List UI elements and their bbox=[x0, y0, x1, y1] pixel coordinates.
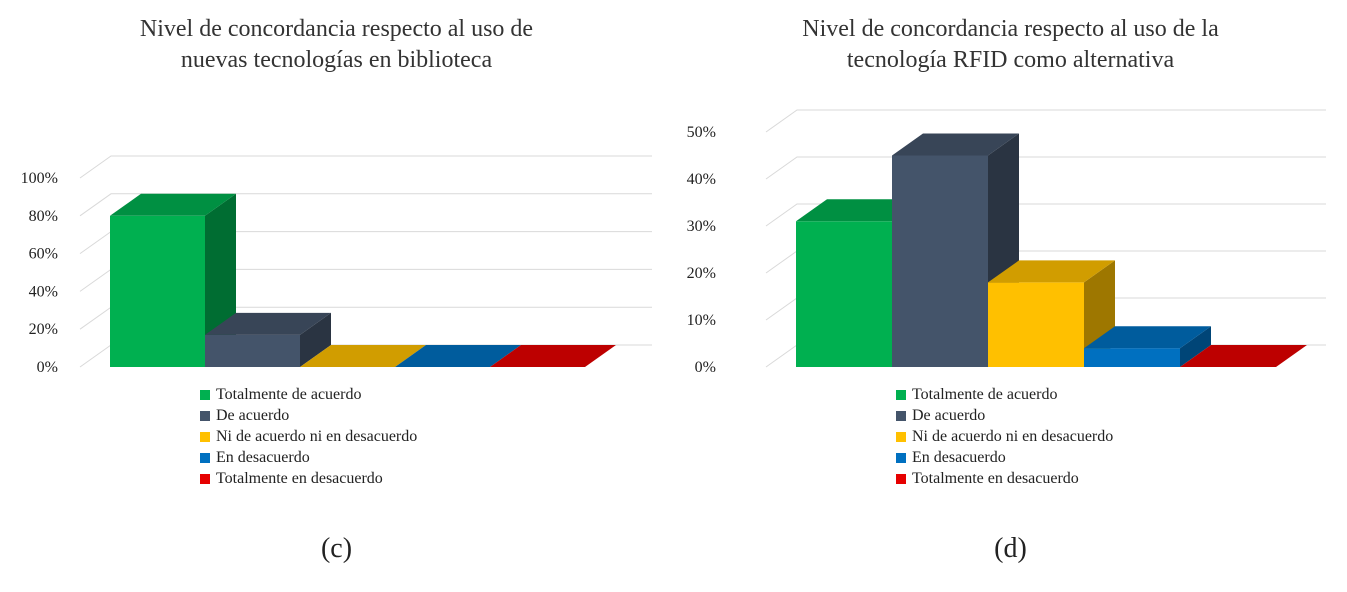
gridline bbox=[79, 155, 652, 179]
legend-item: En desacuerdo bbox=[200, 447, 417, 468]
bar-top bbox=[1180, 345, 1307, 367]
bar-top bbox=[988, 260, 1115, 283]
bars bbox=[796, 133, 1307, 367]
legend-label: Totalmente en desacuerdo bbox=[912, 470, 1079, 487]
bar bbox=[1084, 326, 1211, 367]
legend-item: Ni de acuerdo ni en desacuerdo bbox=[896, 426, 1113, 447]
legend-swatch bbox=[896, 389, 906, 400]
legend-item: Ni de acuerdo ni en desacuerdo bbox=[200, 426, 417, 447]
bar-front bbox=[796, 221, 892, 367]
bar-top bbox=[395, 345, 521, 367]
legend-item: De acuerdo bbox=[200, 405, 417, 426]
bar-top bbox=[892, 133, 1019, 156]
legend-swatch bbox=[896, 452, 906, 463]
chart-title-line-1: Nivel de concordancia respecto al uso de bbox=[139, 16, 534, 42]
legend-label: Totalmente de acuerdo bbox=[216, 386, 362, 403]
legend-label: En desacuerdo bbox=[216, 449, 310, 466]
y-tick-label: 20% bbox=[687, 265, 716, 282]
bar-top bbox=[300, 345, 426, 367]
legend-label: De acuerdo bbox=[912, 407, 986, 424]
chart-title: Nivel de concordancia respecto al uso de… bbox=[0, 14, 673, 76]
legend-swatch bbox=[200, 389, 210, 400]
bar-front bbox=[110, 215, 205, 367]
bar-top bbox=[490, 345, 616, 367]
gridline bbox=[765, 156, 1326, 180]
legend-label: Ni de acuerdo ni en desacuerdo bbox=[216, 428, 418, 445]
y-axis-ticks: 0% 20% 40% 60% 80% 100% bbox=[21, 170, 58, 376]
chart-panel-d: Nivel de concordancia respecto al uso de… bbox=[674, 0, 1347, 592]
legend-item: Totalmente de acuerdo bbox=[896, 384, 1113, 405]
bar-top bbox=[796, 199, 923, 222]
legend-item: De acuerdo bbox=[896, 405, 1113, 426]
legend-item: Totalmente de acuerdo bbox=[200, 384, 417, 405]
bar-front bbox=[205, 334, 300, 367]
y-tick-label: 0% bbox=[695, 359, 716, 376]
legend-item: Totalmente en desacuerdo bbox=[896, 468, 1113, 489]
chart-title-line-1: Nivel de concordancia respecto al uso de… bbox=[802, 16, 1219, 42]
y-tick-label: 40% bbox=[29, 283, 58, 300]
bar-chart-3d: 0% 10% 20% 30% 40% 50% bbox=[687, 109, 1326, 376]
y-tick-label: 10% bbox=[687, 312, 716, 329]
y-tick-label: 80% bbox=[29, 208, 58, 225]
gridline bbox=[765, 109, 1326, 133]
chart-title: Nivel de concordancia respecto al uso de… bbox=[674, 14, 1347, 76]
legend-swatch bbox=[896, 473, 906, 484]
y-tick-label: 40% bbox=[687, 171, 716, 188]
y-tick-label: 60% bbox=[29, 246, 58, 263]
y-tick-label: 100% bbox=[21, 170, 58, 187]
panel-caption: (d) bbox=[994, 533, 1027, 564]
legend-label: Ni de acuerdo ni en desacuerdo bbox=[912, 428, 1114, 445]
legend-swatch bbox=[896, 431, 906, 442]
bar-top bbox=[110, 193, 236, 216]
chart-title-line-2: nuevas tecnologías en biblioteca bbox=[180, 47, 493, 73]
legend-swatch bbox=[200, 410, 210, 421]
legend-label: Totalmente de acuerdo bbox=[912, 386, 1058, 403]
bar bbox=[205, 312, 331, 367]
chart-panel-c: Nivel de concordancia respecto al uso de… bbox=[0, 0, 673, 592]
bar-front bbox=[988, 282, 1084, 367]
bar bbox=[1180, 345, 1307, 367]
gridline bbox=[765, 203, 1326, 227]
bar bbox=[395, 345, 521, 367]
bar bbox=[490, 345, 616, 367]
legend-item: Totalmente en desacuerdo bbox=[200, 468, 417, 489]
legend-label: De acuerdo bbox=[216, 407, 290, 424]
legend-label: En desacuerdo bbox=[912, 449, 1006, 466]
bar-front bbox=[892, 155, 988, 367]
chart-title-line-2: tecnología RFID como alternativa bbox=[846, 47, 1175, 73]
bars bbox=[110, 193, 616, 367]
bar-side bbox=[1180, 326, 1211, 367]
y-tick-label: 30% bbox=[687, 218, 716, 235]
bar bbox=[300, 345, 426, 367]
bar-side bbox=[300, 312, 331, 367]
legend-swatch bbox=[200, 431, 210, 442]
chart-legend: Totalmente de acuerdo De acuerdo Ni de a… bbox=[200, 384, 417, 489]
legend-swatch bbox=[200, 473, 210, 484]
bar-top bbox=[1084, 326, 1211, 349]
legend-label: Totalmente en desacuerdo bbox=[216, 470, 383, 487]
chart-legend: Totalmente de acuerdo De acuerdo Ni de a… bbox=[896, 384, 1113, 489]
panel-caption: (c) bbox=[320, 533, 353, 564]
bar-top bbox=[205, 312, 331, 335]
y-tick-label: 0% bbox=[37, 359, 58, 376]
bar-chart-3d: 0% 20% 40% 60% 80% 100% bbox=[21, 155, 652, 376]
y-tick-label: 50% bbox=[687, 124, 716, 141]
legend-swatch bbox=[896, 410, 906, 421]
y-tick-label: 20% bbox=[29, 321, 58, 338]
gridline bbox=[79, 193, 652, 217]
y-axis-ticks: 0% 10% 20% 30% 40% 50% bbox=[687, 124, 716, 376]
legend-item: En desacuerdo bbox=[896, 447, 1113, 468]
legend-swatch bbox=[200, 452, 210, 463]
bar-front bbox=[1084, 348, 1180, 367]
